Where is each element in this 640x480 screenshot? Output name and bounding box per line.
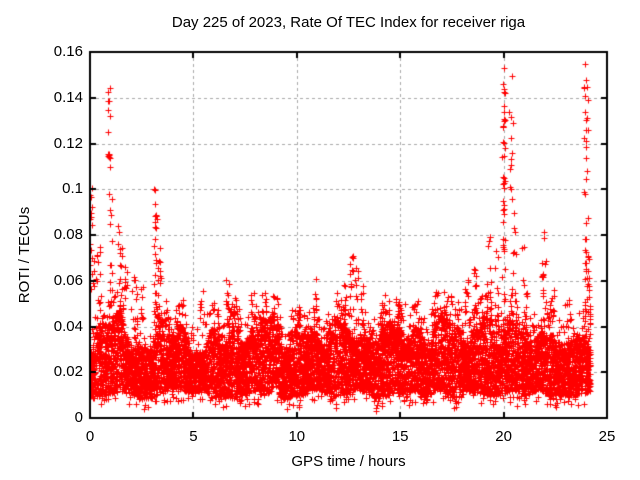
y-tick-label: 0.02	[53, 363, 83, 381]
chart-title: Day 225 of 2023, Rate Of TEC Index for r…	[171, 14, 526, 31]
y-tick-label: 0.04	[53, 317, 83, 335]
y-tick-label: 0.12	[53, 134, 83, 152]
x-tick-label: 20	[495, 428, 512, 445]
y-tick-label: 0.06	[53, 271, 83, 289]
x-tick-label: 5	[189, 428, 198, 445]
x-tick-label: 0	[85, 428, 95, 445]
y-tick-label: 0.1	[62, 180, 83, 198]
x-tick-label: 10	[288, 428, 306, 445]
x-tick-label: 25	[598, 428, 616, 445]
y-tick-label: 0.16	[53, 43, 83, 60]
x-axis-label: GPS time / hours	[291, 453, 406, 470]
x-tick-label: 15	[391, 428, 409, 445]
y-tick-label: 0.08	[53, 226, 83, 243]
y-tick-label: 0.14	[53, 88, 83, 106]
y-tick-label: 0	[74, 409, 83, 426]
